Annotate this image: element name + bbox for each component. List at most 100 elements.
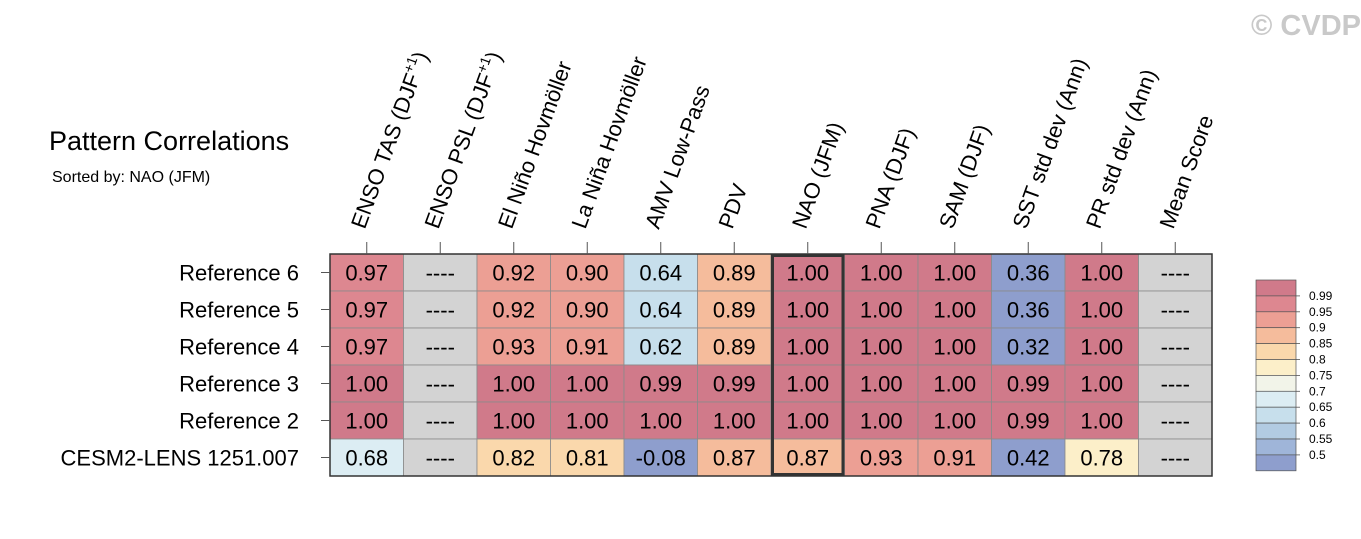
colorbar-swatch <box>1255 390 1297 408</box>
heatmap-cell <box>917 438 992 477</box>
heatmap-cell <box>770 438 845 477</box>
colorbar-level-label: 0.9 <box>1309 321 1326 335</box>
cell-value-label: 0.64 <box>639 261 682 286</box>
heatmap-cell <box>1064 401 1139 440</box>
cell-value-label: -0.08 <box>636 446 686 471</box>
cell-value-label: 0.89 <box>713 261 756 286</box>
colorbar-swatch <box>1255 375 1297 392</box>
heatmap-cell <box>1138 327 1213 366</box>
colorbar-swatch <box>1255 422 1297 440</box>
cell-value-label: 1.00 <box>345 409 388 434</box>
heatmap-cell <box>623 364 698 403</box>
heatmap-cell <box>476 327 551 366</box>
heatmap-cell <box>403 364 478 403</box>
cell-value-label: 0.92 <box>492 298 535 323</box>
cell-value-label: 0.97 <box>345 261 388 286</box>
cell-value-label: 1.00 <box>1080 409 1123 434</box>
column-label-sst-std-dev-ann: SST std dev (Ann) <box>1007 55 1092 232</box>
cell-value-label: 1.00 <box>933 261 976 286</box>
cell-value-label: 1.00 <box>933 298 976 323</box>
cell-value-label: 1.00 <box>786 372 829 397</box>
cell-value-label: 0.90 <box>566 298 609 323</box>
heatmap-cell <box>991 364 1066 403</box>
row-label-reference-2: Reference 2 <box>179 409 299 434</box>
cell-value-label: ---- <box>426 298 455 323</box>
cell-value-label: ---- <box>1161 261 1190 286</box>
heatmap-cell <box>697 327 772 366</box>
heatmap-cell <box>623 290 698 329</box>
column-label-el-ni-o-hovm-ller: El Niño Hovmöller <box>493 58 577 232</box>
heatmap-cell <box>1064 290 1139 329</box>
cell-value-label: 1.00 <box>566 372 609 397</box>
heatmap-cell <box>917 290 992 329</box>
cell-value-label: 1.00 <box>860 298 903 323</box>
heatmap-cell <box>550 327 625 366</box>
row-label-reference-4: Reference 4 <box>179 335 299 360</box>
cell-value-label: 0.91 <box>933 446 976 471</box>
cell-value-label: ---- <box>426 446 455 471</box>
cell-value-label: 0.89 <box>713 298 756 323</box>
colorbar-swatch <box>1255 327 1297 344</box>
heatmap-cell <box>329 290 404 329</box>
cell-value-label: 0.87 <box>713 446 756 471</box>
cell-value-label: 1.00 <box>1080 335 1123 360</box>
cell-value-label: ---- <box>1161 446 1190 471</box>
cell-value-label: 1.00 <box>566 409 609 434</box>
cell-value-label: ---- <box>1161 298 1190 323</box>
cell-value-label: ---- <box>1161 409 1190 434</box>
heatmap-cell <box>329 364 404 403</box>
cell-value-label: 1.00 <box>860 261 903 286</box>
heatmap-cell <box>329 438 404 477</box>
heatmap-cell <box>844 253 919 292</box>
heatmap-cell <box>991 401 1066 440</box>
cell-value-label: ---- <box>426 335 455 360</box>
cell-value-label: 0.64 <box>639 298 682 323</box>
colorbar-level-label: 0.7 <box>1309 384 1326 398</box>
cell-value-label: 1.00 <box>786 298 829 323</box>
cell-value-label: ---- <box>1161 335 1190 360</box>
cell-value-label: 0.87 <box>786 446 829 471</box>
colorbar-swatch <box>1255 454 1297 472</box>
cell-value-label: 0.78 <box>1080 446 1123 471</box>
colorbar-level-label: 0.99 <box>1309 289 1333 303</box>
heatmap-cell <box>623 438 698 477</box>
watermark: © CVDP <box>1251 10 1361 42</box>
cell-value-label: 0.36 <box>1007 261 1050 286</box>
heatmap-cell <box>991 327 1066 366</box>
cell-value-label: 0.93 <box>860 446 903 471</box>
heatmap-cell <box>1138 253 1213 292</box>
cell-value-label: ---- <box>1161 372 1190 397</box>
cell-value-label: ---- <box>426 261 455 286</box>
cell-value-label: ---- <box>426 409 455 434</box>
cell-value-label: 0.68 <box>345 446 388 471</box>
chart-title: Pattern Correlations <box>49 126 290 156</box>
colorbar-level-label: 0.95 <box>1309 305 1333 319</box>
heatmap-cell <box>550 438 625 477</box>
colorbar-level-label: 0.6 <box>1309 416 1326 430</box>
heatmap-cell <box>623 401 698 440</box>
cell-value-label: 1.00 <box>933 335 976 360</box>
cell-value-label: 1.00 <box>639 409 682 434</box>
heatmap-cell <box>697 364 772 403</box>
cell-value-label: 0.99 <box>1007 409 1050 434</box>
cell-value-label: 0.91 <box>566 335 609 360</box>
column-label-pna-djf: PNA (DJF) <box>860 124 919 231</box>
cell-value-label: 1.00 <box>492 409 535 434</box>
heatmap-cell <box>991 438 1066 477</box>
cell-value-label: 1.00 <box>860 335 903 360</box>
column-label-pdv: PDV <box>713 180 752 231</box>
cell-value-label: 1.00 <box>933 372 976 397</box>
row-label-reference-6: Reference 6 <box>179 261 299 286</box>
cell-value-label: ---- <box>426 372 455 397</box>
row-label-reference-3: Reference 3 <box>179 372 299 397</box>
heatmap-cell <box>1064 438 1139 477</box>
heatmap-cell <box>770 364 845 403</box>
cell-value-label: 0.89 <box>713 335 756 360</box>
cell-value-label: 0.99 <box>713 372 756 397</box>
heatmap-cell <box>329 327 404 366</box>
cell-value-label: 0.32 <box>1007 335 1050 360</box>
colorbar-swatch <box>1255 295 1297 313</box>
cell-value-label: 0.99 <box>639 372 682 397</box>
heatmap-cell <box>697 438 772 477</box>
